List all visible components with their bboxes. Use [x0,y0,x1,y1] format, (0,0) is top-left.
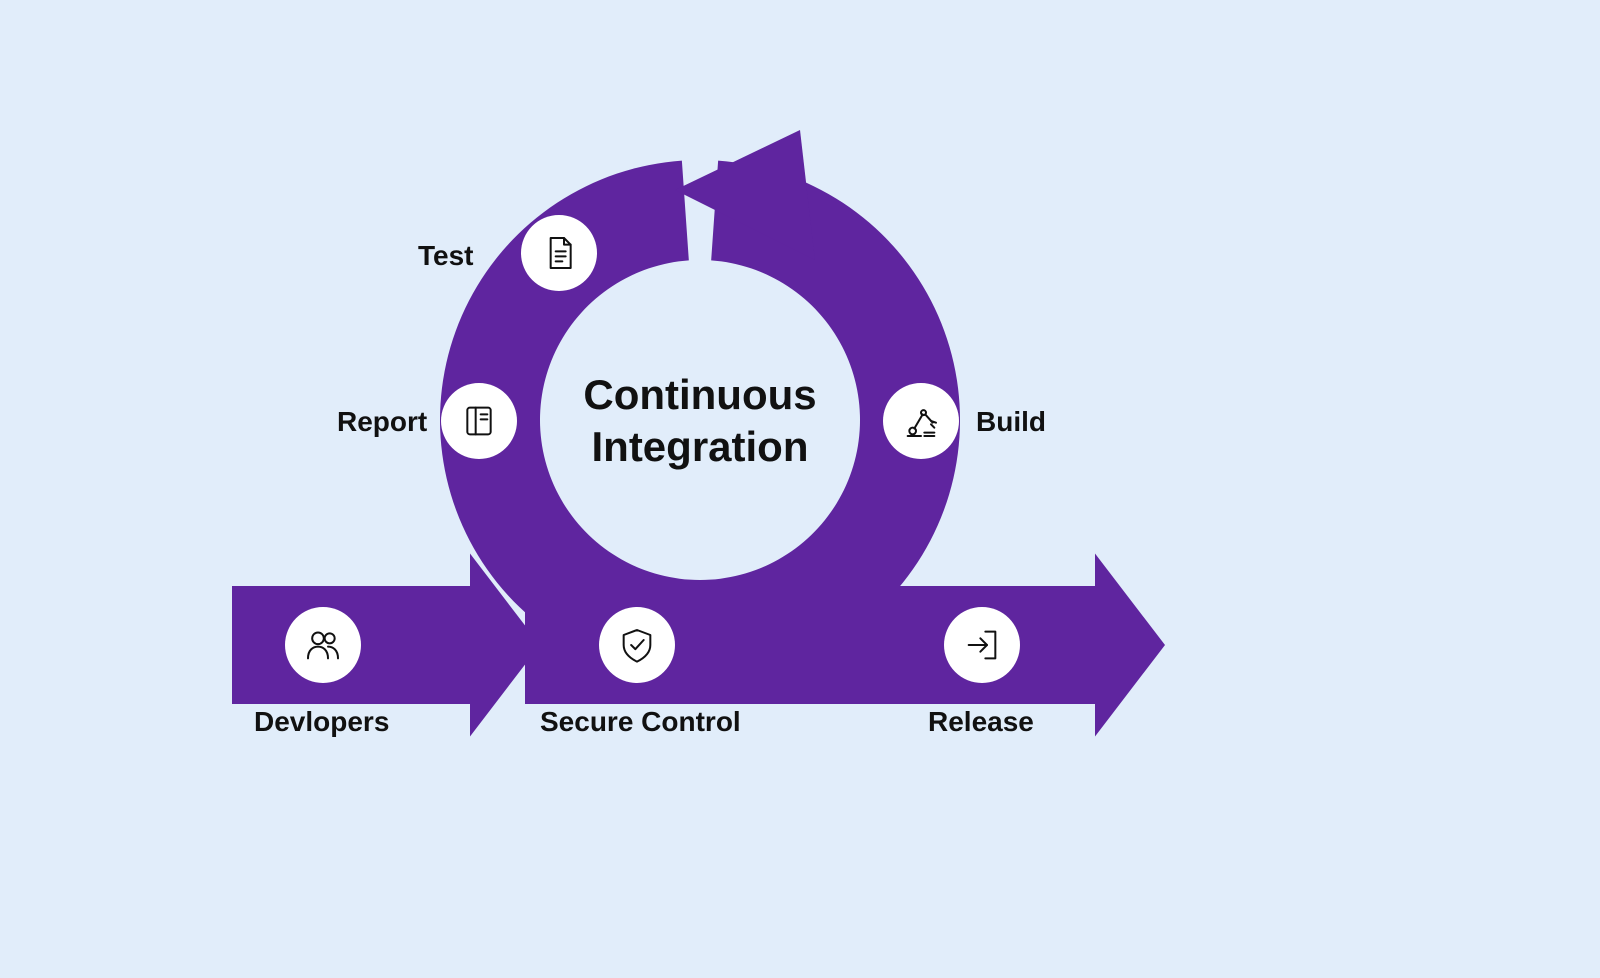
report-label: Report [337,406,427,438]
title-line1: Continuous [550,369,850,422]
test-icon [521,215,597,291]
release-icon [944,607,1020,683]
report-icon [441,383,517,459]
dev-label: Devlopers [254,706,389,738]
secure-label: Secure Control [540,706,741,738]
build-label: Build [976,406,1046,438]
diagram-shapes [0,0,1600,978]
dev-icon [285,607,361,683]
title-line2: Integration [550,421,850,474]
release-label: Release [928,706,1034,738]
test-label: Test [418,240,474,272]
ci-diagram: Continuous Integration Test Report Build [0,0,1600,978]
center-title: Continuous Integration [550,369,850,474]
build-icon [883,383,959,459]
secure-icon [599,607,675,683]
